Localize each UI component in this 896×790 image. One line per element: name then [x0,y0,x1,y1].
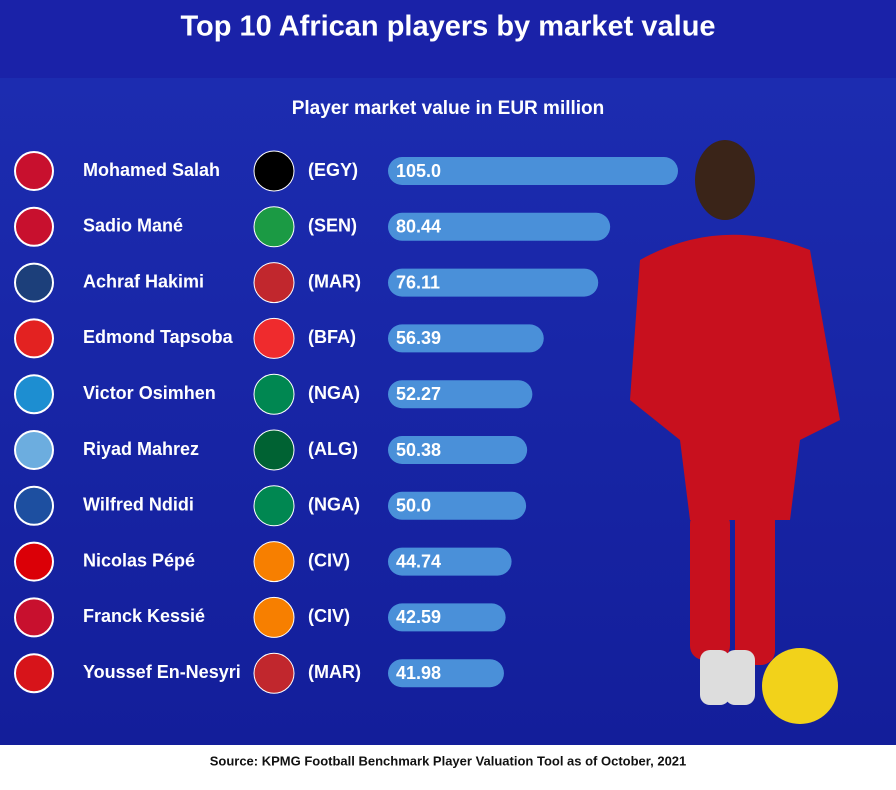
bar [388,659,504,688]
bar [388,547,512,576]
club-badge [14,430,54,470]
country-flag [253,429,295,471]
value-label: 76.11 [396,272,440,292]
country-flag [253,652,295,694]
title-band [0,0,896,78]
bar [388,436,528,464]
chart-subtitle: Player market value in EUR million [292,98,605,119]
bar [388,157,678,185]
country-code: (NGA) [308,495,360,515]
player-name: Youssef En-Nesyri [83,662,241,682]
bar [388,603,506,632]
country-code: (CIV) [308,606,350,626]
club-badge [14,318,54,359]
country-flag [253,485,295,527]
player-name: Riyad Mahrez [83,439,199,459]
player-name: Franck Kessié [83,606,205,626]
country-code: (NGA) [308,383,360,403]
club-badge [14,374,54,415]
value-label: 42.59 [396,607,441,627]
country-code: (ALG) [308,439,358,459]
bar [388,491,527,520]
country-code: (CIV) [308,550,350,570]
country-flag [253,541,295,583]
value-label: 50.0 [396,496,431,516]
club-badge [14,151,54,191]
player-name: Mohamed Salah [83,160,220,180]
country-code: (EGY) [308,160,358,180]
country-code: (MAR) [308,662,361,682]
country-code: (SEN) [308,216,357,236]
bar [388,212,611,241]
club-badge [14,262,54,303]
club-badge [14,541,54,582]
country-flag [253,596,295,638]
player-illustration [630,140,840,724]
country-flag [253,206,295,248]
value-label: 105.0 [396,161,441,181]
value-label: 41.98 [396,663,441,683]
player-name: Sadio Mané [83,216,183,236]
source-note: Source: KPMG Football Benchmark Player V… [210,753,687,768]
player-name: Victor Osimhen [83,383,216,403]
club-badge [14,597,54,638]
bar [388,324,544,353]
value-label: 50.38 [396,440,441,460]
country-code: (BFA) [308,327,356,347]
bar [388,268,599,297]
club-badge [14,485,54,526]
club-badge [14,206,54,247]
player-name: Nicolas Pépé [83,550,195,570]
country-flag [253,150,295,192]
value-label: 80.44 [396,217,441,237]
value-label: 44.74 [396,551,441,571]
player-name: Achraf Hakimi [83,271,204,291]
player-name: Wilfred Ndidi [83,495,194,515]
chart-title: Top 10 African players by market value [180,11,715,43]
player-name: Edmond Tapsoba [83,327,234,347]
value-label: 52.27 [396,384,441,404]
bar [388,380,533,409]
club-badge [14,653,54,694]
country-flag [253,317,295,359]
country-code: (MAR) [308,271,361,291]
value-label: 56.39 [396,328,441,348]
country-flag [253,262,295,304]
country-flag [253,373,295,415]
